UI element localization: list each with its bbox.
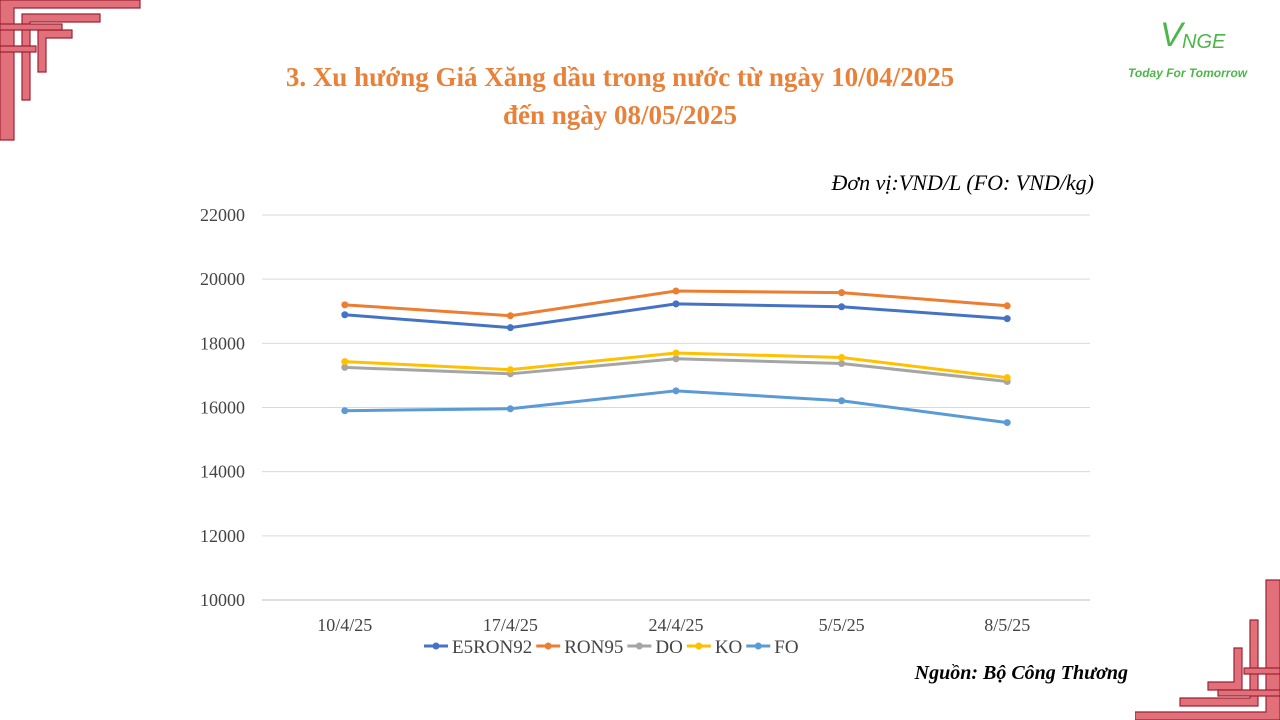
data-point — [838, 360, 846, 368]
data-point — [1003, 419, 1011, 427]
data-point — [506, 405, 514, 413]
x-tick-label: 8/5/25 — [984, 615, 1030, 635]
legend-label: FO — [774, 637, 798, 658]
data-point — [341, 311, 349, 319]
y-axis-ticks: 10000 12000 14000 16000 18000 20000 22000 — [200, 205, 245, 610]
chart-gridlines — [262, 214, 1090, 601]
data-point — [506, 324, 514, 332]
legend-label: KO — [715, 637, 742, 658]
x-tick-label: 10/4/25 — [317, 615, 372, 635]
corner-decoration-top-left — [0, 0, 141, 141]
legend-item-e5ron92: E5RON92 — [424, 637, 532, 658]
series-ko — [341, 349, 1011, 382]
legend-marker — [544, 642, 552, 650]
data-point — [1003, 374, 1011, 382]
y-tick-label: 16000 — [200, 398, 245, 418]
data-point — [672, 300, 680, 308]
data-point — [838, 289, 846, 297]
legend-marker — [754, 642, 762, 650]
legend-marker — [695, 642, 703, 650]
y-tick-label: 12000 — [200, 526, 245, 546]
legend-label: DO — [655, 637, 682, 658]
y-tick-label: 18000 — [200, 333, 245, 353]
data-point — [672, 387, 680, 395]
unit-label: Đơn vị:VND/L (FO: VND/kg) — [831, 170, 1094, 195]
legend-marker — [432, 642, 440, 650]
data-point — [838, 353, 846, 361]
data-point — [672, 355, 680, 363]
x-tick-label: 17/4/25 — [483, 615, 538, 635]
vnge-logo: V NGE Today For Tomorrow — [1120, 16, 1270, 86]
logo-letters-nge: NGE — [1182, 31, 1226, 53]
series-do — [341, 355, 1011, 386]
title-line-1: 3. Xu hướng Giá Xăng dầu trong nước từ n… — [285, 62, 955, 92]
data-point — [341, 363, 349, 371]
y-tick-label: 10000 — [200, 590, 245, 610]
page-title: 3. Xu hướng Giá Xăng dầu trong nước từ n… — [170, 58, 1070, 134]
chart-series-lines — [341, 287, 1011, 427]
legend-marker — [635, 642, 643, 650]
data-point — [672, 287, 680, 295]
y-tick-label: 14000 — [200, 462, 245, 482]
source-label: Nguồn: Bộ Công Thương — [914, 662, 1128, 684]
data-point — [1003, 315, 1011, 323]
data-point — [672, 349, 680, 357]
x-tick-label: 5/5/25 — [819, 615, 865, 635]
series-fo — [341, 387, 1011, 427]
data-point — [838, 303, 846, 311]
logo-letter-v: V — [1160, 16, 1183, 54]
legend-label: RON95 — [564, 637, 623, 658]
corner-decoration-bottom-right — [1135, 579, 1280, 720]
x-axis-ticks: 10/4/25 17/4/25 24/4/25 5/5/25 8/5/25 — [317, 615, 1030, 635]
data-point — [506, 312, 514, 320]
series-line — [344, 302, 1008, 330]
data-point — [341, 301, 349, 309]
data-point — [341, 407, 349, 415]
legend-item-do: DO — [627, 637, 683, 658]
y-tick-label: 22000 — [200, 205, 245, 225]
legend-item-ko: KO — [686, 637, 742, 658]
title-line-2: đến ngày 08/05/2025 — [502, 100, 738, 130]
data-point — [1003, 302, 1011, 310]
legend-label: E5RON92 — [452, 637, 532, 658]
chart-legend: E5RON92 RON95 DO KO FO — [424, 637, 799, 658]
legend-item-fo: FO — [746, 637, 799, 658]
data-point — [341, 358, 349, 366]
series-ron95 — [341, 287, 1011, 320]
legend-item-ron95: RON95 — [536, 637, 623, 658]
x-tick-label: 24/4/25 — [648, 615, 703, 635]
logo-tagline: Today For Tomorrow — [1128, 66, 1248, 80]
series-e5ron92 — [341, 300, 1011, 332]
series-line — [344, 389, 1008, 425]
data-point — [838, 397, 846, 405]
y-tick-label: 20000 — [200, 269, 245, 289]
data-point — [506, 366, 514, 374]
